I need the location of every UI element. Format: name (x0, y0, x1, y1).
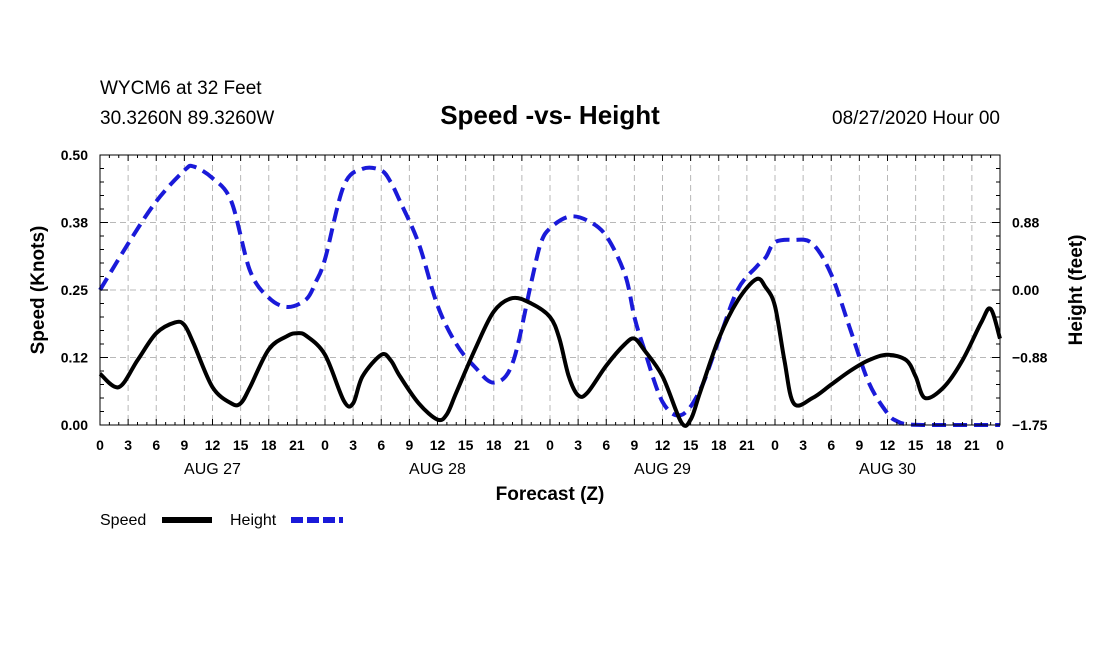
x-tick-label: 9 (405, 437, 413, 453)
x-tick-label: 3 (799, 437, 807, 453)
y-right-tick-label: 0.88 (1012, 215, 1039, 231)
x-axis-label: Forecast (Z) (496, 484, 605, 505)
series-line-speed (98, 276, 1002, 428)
y-left-tick-label: 0.38 (61, 215, 88, 231)
y-axis-left-label: Speed (Knots) (28, 226, 49, 355)
day-label: AUG 27 (184, 461, 241, 478)
issued-time: 08/27/2020 Hour 00 (832, 108, 1000, 129)
x-tick-label: 9 (855, 437, 863, 453)
y-left-tick-label: 0.00 (61, 417, 88, 433)
x-tick-label: 3 (574, 437, 582, 453)
station-label: WYCM6 at 32 Feet (100, 78, 262, 99)
x-tick-label: 0 (546, 437, 554, 453)
y-right-tick-label: 0.00 (1012, 282, 1039, 298)
y-right-tick-labels: −1.75 −0.88 0.00 0.88 (1012, 215, 1048, 434)
x-tick-label: 0 (996, 437, 1004, 453)
x-tick-label: 9 (630, 437, 638, 453)
x-tick-labels: 0 3 6 9 12 15 18 21 0 3 6 9 12 15 18 21 0 3 6 9 12 15 18 21 0 3 6 9… (96, 437, 1004, 453)
x-tick-label: 21 (289, 437, 305, 453)
y-left-tick-label: 0.50 (61, 147, 88, 163)
x-tick-label: 12 (205, 437, 221, 453)
x-tick-label: 6 (152, 437, 160, 453)
x-tick-label: 15 (458, 437, 474, 453)
x-tick-label: 6 (827, 437, 835, 453)
chart-title: Speed -vs- Height (440, 100, 660, 130)
x-tick-label: 3 (124, 437, 132, 453)
x-tick-label: 9 (180, 437, 188, 453)
x-tick-label: 0 (96, 437, 104, 453)
x-tick-label: 15 (908, 437, 924, 453)
day-label: AUG 28 (409, 461, 466, 478)
x-tick-label: 6 (377, 437, 385, 453)
y-left-tick-label: 0.12 (61, 350, 88, 366)
x-tick-label: 15 (683, 437, 699, 453)
y-left-tick-labels: 0.00 0.12 0.25 0.38 0.50 (61, 147, 88, 433)
x-tick-label: 18 (711, 437, 727, 453)
x-tick-label: 0 (771, 437, 779, 453)
x-tick-label: 3 (349, 437, 357, 453)
x-tick-label: 18 (936, 437, 952, 453)
x-tick-label: 15 (233, 437, 249, 453)
x-tick-label: 18 (486, 437, 502, 453)
x-tick-label: 12 (880, 437, 896, 453)
x-tick-label: 12 (430, 437, 446, 453)
day-label: AUG 29 (634, 461, 691, 478)
y-left-tick-label: 0.25 (61, 282, 88, 298)
legend-speed-label: Speed (100, 512, 146, 529)
x-tick-label: 0 (321, 437, 329, 453)
tick-marks (99, 154, 1001, 426)
x-tick-label: 21 (964, 437, 980, 453)
x-tick-label: 12 (655, 437, 671, 453)
legend: Speed Height (100, 512, 343, 529)
y-right-tick-label: −0.88 (1012, 350, 1048, 366)
series-layer (98, 163, 1002, 428)
x-tick-label: 21 (739, 437, 755, 453)
series-line-height (98, 163, 1000, 428)
y-axis-right-label: Height (feet) (1066, 235, 1087, 346)
x-tick-label: 18 (261, 437, 277, 453)
y-right-tick-label: −1.75 (1012, 417, 1048, 433)
legend-height-label: Height (230, 512, 277, 529)
day-labels: AUG 27 AUG 28 AUG 29 AUG 30 (184, 461, 916, 478)
day-label: AUG 30 (859, 461, 916, 478)
location-label: 30.3260N 89.3260W (100, 108, 274, 129)
x-tick-label: 6 (602, 437, 610, 453)
x-tick-label: 21 (514, 437, 530, 453)
